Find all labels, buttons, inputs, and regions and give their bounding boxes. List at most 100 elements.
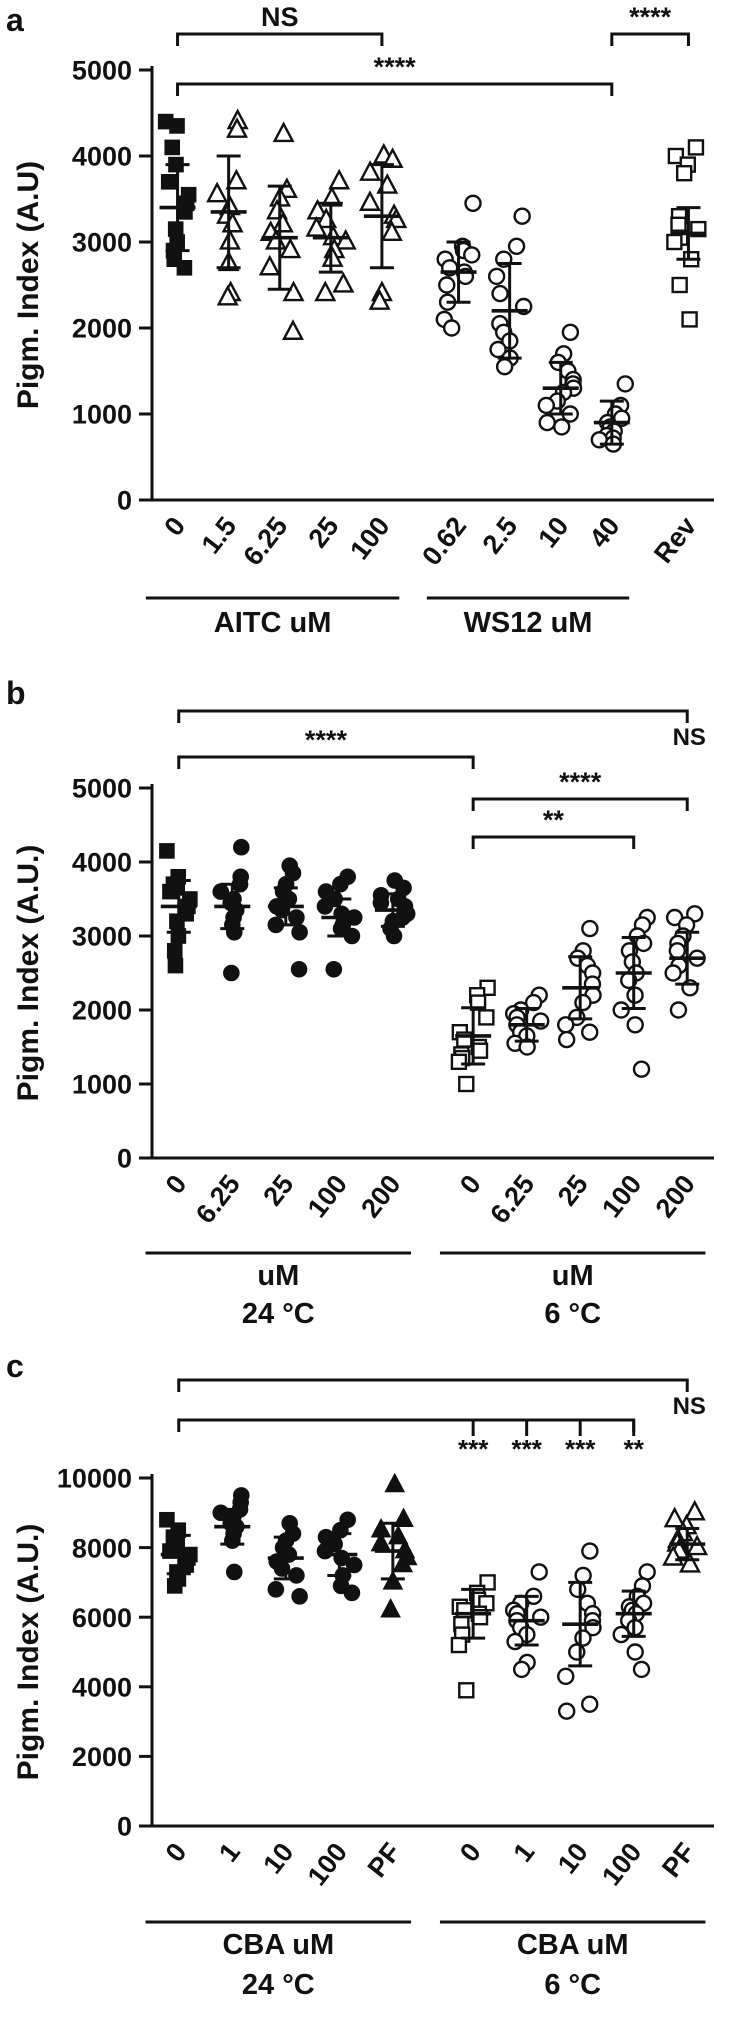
filled-square-marker [166, 1578, 183, 1594]
y-axis-label: Pigm. Index (A.U) [12, 161, 45, 409]
open-square-marker [478, 1009, 495, 1026]
open-circle-marker [557, 1667, 575, 1686]
data-points [159, 838, 706, 1093]
filled-triangle-marker [384, 1472, 406, 1493]
filled-circle-marker [332, 875, 349, 893]
open-circle-marker [538, 413, 556, 432]
open-circle-marker [491, 284, 509, 303]
x-tick-label: 1 [508, 1837, 541, 1867]
y-tick-label: 1000 [72, 400, 132, 430]
axes [150, 784, 714, 1160]
x-tick-label: 25 [552, 1169, 594, 1211]
open-circle-marker [561, 323, 580, 341]
axes [150, 1474, 714, 1828]
open-circle-marker [537, 396, 555, 415]
open-circle-marker [574, 1629, 592, 1647]
open-square-marker [458, 1075, 475, 1093]
filled-square-marker [167, 221, 184, 237]
x-tick-label: 6.25 [237, 511, 293, 571]
open-circle-marker [557, 1702, 576, 1720]
significance-stars: ** [624, 1434, 645, 1464]
open-circle-marker [524, 993, 543, 1012]
y-axis-label: Pigm. Index (A.U.) [12, 845, 45, 1102]
open-circle-marker [438, 276, 456, 294]
open-triangle-marker [683, 1499, 706, 1521]
y-tick-label: 2000 [72, 996, 132, 1026]
open-triangle-marker [272, 121, 295, 143]
open-triangle-marker [282, 319, 304, 340]
group-label: CBA uM [517, 1929, 629, 1961]
y-tick-label: 4000 [72, 1673, 132, 1703]
axes [150, 66, 714, 502]
filled-square-marker [159, 843, 175, 859]
open-triangle-marker [226, 117, 249, 138]
x-tick-label: 0 [454, 1837, 487, 1867]
open-circle-marker [612, 1625, 630, 1644]
filled-square-marker [160, 174, 177, 190]
x-tick-label: 2.5 [477, 511, 524, 559]
open-circle-marker [553, 418, 571, 436]
filled-square-marker [169, 913, 185, 929]
filled-square-marker [166, 942, 183, 959]
group-sublabel: 6 °C [544, 1969, 601, 2001]
x-tick-label: 200 [355, 1169, 406, 1223]
open-triangle-marker [314, 280, 337, 302]
y-tick-label: 3000 [72, 922, 132, 952]
y-ticks: 0 1000 2000 3000 4000 5000 [72, 56, 152, 516]
y-tick-label: 0 [117, 1144, 132, 1174]
filled-circle-marker [267, 1581, 285, 1598]
filled-circle-marker [372, 894, 390, 911]
x-tick-label: 10 [552, 1837, 594, 1879]
panel-a: a 0 1000 2000 3000 4000 5000 Pigm. Index (A.U)… [0, 0, 747, 673]
x-tick-label: 0 [160, 1837, 193, 1867]
x-tick-label: 0 [160, 1169, 193, 1199]
open-square-marker [666, 233, 683, 251]
open-triangle-marker [359, 160, 382, 181]
group-sublabel: 6 °C [544, 1298, 601, 1330]
open-circle-marker [512, 1660, 531, 1679]
open-square-marker [471, 1042, 489, 1059]
x-tick-label: 25 [302, 511, 344, 553]
significance-stars: *** [511, 1434, 542, 1464]
open-square-marker [450, 1053, 468, 1070]
filled-circle-marker [345, 1556, 363, 1574]
filled-circle-marker [225, 923, 243, 941]
panel-a-letter: a [6, 2, 24, 38]
y-tick-label: 4000 [72, 848, 132, 878]
open-circle-marker [581, 1023, 599, 1041]
open-triangle-marker [305, 215, 328, 237]
open-circle-marker [506, 1632, 524, 1651]
filled-circle-marker [385, 927, 403, 945]
y-ticks: 0 1000 2000 3000 4000 5000 [72, 774, 152, 1174]
group-label: CBA uM [222, 1929, 334, 1961]
open-triangle-marker [381, 147, 404, 168]
y-tick-label: 0 [117, 1812, 132, 1842]
open-triangle-marker [328, 168, 351, 190]
open-triangle-marker [380, 220, 403, 242]
open-circle-marker [557, 1030, 576, 1049]
significance-label: NS [673, 1393, 706, 1420]
significance-stars: *** [458, 1434, 489, 1464]
open-square-marker [687, 139, 705, 156]
y-axis-label: Pigm. Index (A.U.) [12, 1524, 45, 1781]
open-circle-marker [581, 1695, 599, 1713]
open-circle-marker [632, 1660, 651, 1679]
open-circle-marker [581, 919, 599, 938]
x-tick-label: 10 [532, 511, 574, 553]
filled-square-marker [176, 259, 193, 276]
y-tick-label: 5000 [72, 56, 132, 86]
open-circle-marker [581, 1542, 599, 1560]
error-bars [160, 1507, 706, 1668]
y-tick-label: 2000 [72, 314, 132, 344]
filled-circle-marker [225, 1563, 243, 1581]
open-square-marker [675, 164, 693, 182]
x-tick-labels: 0 1.56.25 25 100 0.62 2.5 10 40 Rev [158, 511, 702, 571]
open-triangle-marker [282, 280, 305, 302]
x-tick-labels: 0 1 10 100 PF 0 1 10 100 PF [160, 1837, 701, 1891]
open-triangle-marker [332, 271, 355, 293]
filled-square-marker [162, 883, 178, 900]
open-triangle-marker [678, 1551, 701, 1573]
error-bars [160, 879, 706, 1066]
open-circle-marker [507, 237, 526, 256]
